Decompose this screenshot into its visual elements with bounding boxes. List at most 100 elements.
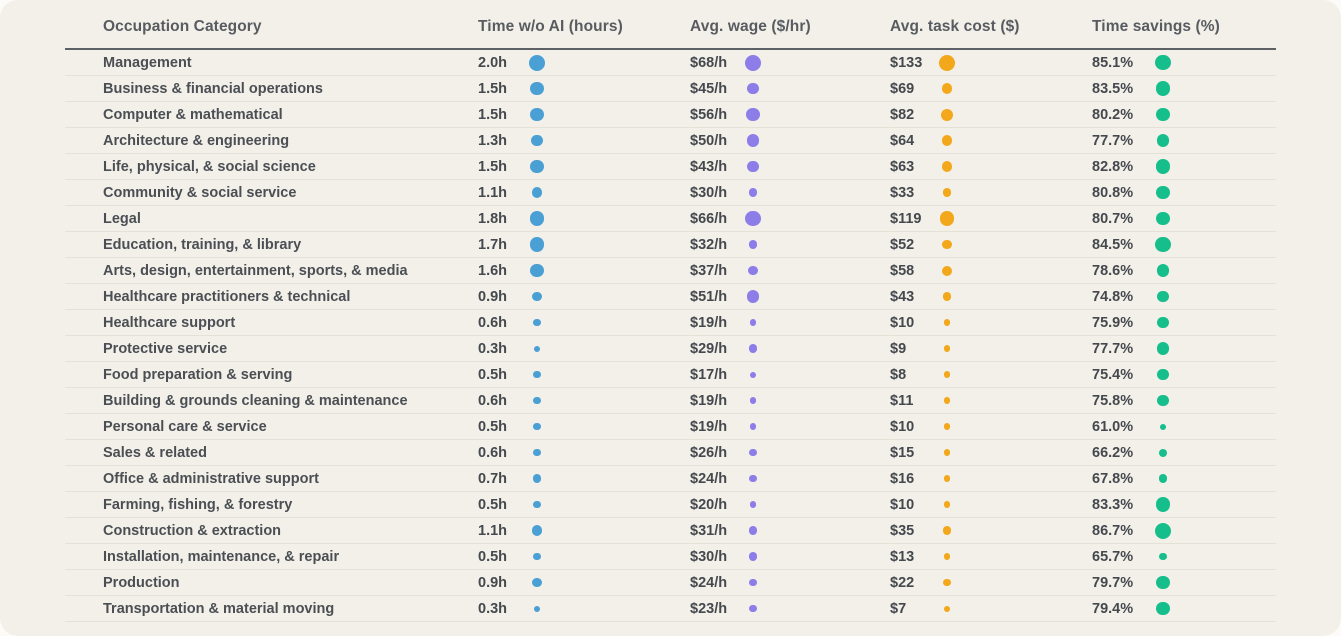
time-dot [533,500,541,509]
wage-dot [747,160,759,173]
time-value: 0.7h [478,470,508,487]
time-without-ai-cell: 0.5h [478,497,690,513]
cost-dot [941,161,953,172]
occupation-category-cell: Installation, maintenance, & repair [103,548,340,565]
task-cost-value: $16 [890,470,915,487]
avg-wage-cell: $30/h [690,549,890,565]
time-savings-cell: 77.7% [1092,341,1276,357]
occupation-category-cell: Computer & mathematical [103,106,283,123]
avg-task-cost-cell: $69 [890,81,1092,97]
wage-dot [748,240,758,249]
time-savings-cell: 86.7% [1092,522,1276,539]
occupation-category-cell: Personal care & service [103,418,267,435]
time-dot [531,525,543,536]
table-row: Sales & related 0.6h $26/h $15 66.2% [65,440,1276,466]
time-dot [530,159,544,174]
occupation-category-cell: Management [103,54,192,71]
avg-task-cost-cell: $58 [890,263,1092,279]
task-cost-value: $10 [890,314,915,331]
table-row: Life, physical, & social science 1.5h $4… [65,154,1276,180]
time-value: 1.1h [478,522,508,539]
wage-dot [748,265,758,276]
time-savings-cell: 83.5% [1092,81,1276,97]
time-value: 1.6h [478,262,508,279]
table-row: Protective service 0.3h $29/h $9 77.7% [65,336,1276,362]
table-row: Architecture & engineering 1.3h $50/h $6… [65,128,1276,154]
cost-dot [943,345,951,352]
savings-value: 77.7% [1092,132,1134,149]
time-without-ai-cell: 1.3h [478,133,690,149]
time-savings-cell: 84.5% [1092,237,1276,253]
wage-dot [749,423,757,430]
time-without-ai-cell: 0.5h [478,367,690,383]
wage-value: $68/h [690,54,728,71]
savings-value: 83.5% [1092,80,1134,97]
wage-value: $30/h [690,548,728,565]
time-without-ai-cell: 0.9h [478,575,690,591]
task-cost-value: $11 [890,392,914,409]
table-header-row: Occupation Category Time w/o AI (hours) … [65,0,1276,50]
savings-value: 79.4% [1092,600,1134,617]
table-row: Legal 1.8h $66/h $119 80.7% [65,206,1276,232]
task-cost-value: $52 [890,236,915,253]
table-row: Installation, maintenance, & repair 0.5h… [65,544,1276,570]
avg-wage-cell: $24/h [690,471,890,487]
wage-value: $19/h [690,314,728,331]
time-value: 0.5h [478,548,508,565]
savings-value: 65.7% [1092,548,1134,565]
task-cost-value: $33 [890,184,915,201]
table-row: Healthcare practitioners & technical 0.9… [65,284,1276,310]
savings-value: 67.8% [1092,470,1134,487]
occupation-category-cell: Transportation & material moving [103,600,335,617]
cost-dot [943,397,951,404]
time-without-ai-cell: 0.7h [478,471,690,487]
time-savings-cell: 79.4% [1092,601,1276,617]
wage-value: $30/h [690,184,728,201]
savings-value: 77.7% [1092,340,1134,357]
savings-value: 75.4% [1092,366,1134,383]
avg-wage-cell: $31/h [690,523,890,539]
time-value: 0.6h [478,392,508,409]
savings-dot [1157,394,1169,407]
avg-task-cost-cell: $13 [890,549,1092,565]
time-without-ai-cell: 1.5h [478,81,690,97]
time-value: 0.5h [478,418,508,435]
wage-dot [749,397,757,404]
time-without-ai-cell: 0.6h [478,393,690,409]
time-dot [530,81,544,96]
time-without-ai-cell: 1.1h [478,523,690,539]
table-row: Computer & mathematical 1.5h $56/h $82 8… [65,102,1276,128]
wage-dot [749,474,757,483]
occupation-category-cell: Farming, fishing, & forestry [103,496,293,513]
cost-dot [943,553,951,560]
avg-wage-cell: $68/h [690,54,890,71]
occupation-category-cell: Architecture & engineering [103,132,290,149]
cost-dot [942,239,952,250]
time-dot [529,54,545,71]
time-dot [529,237,545,252]
time-value: 0.5h [478,496,508,513]
wage-value: $31/h [690,522,728,539]
avg-task-cost-cell: $10 [890,497,1092,513]
wage-dot [748,188,758,197]
wage-value: $23/h [690,600,728,617]
avg-task-cost-cell: $63 [890,159,1092,175]
time-savings-cell: 80.2% [1092,107,1276,123]
time-value: 0.6h [478,444,508,461]
time-savings-cell: 79.7% [1092,575,1276,591]
avg-wage-cell: $51/h [690,289,890,305]
time-without-ai-cell: 0.3h [478,601,690,617]
time-dot [534,605,540,612]
time-without-ai-cell: 0.3h [478,341,690,357]
cost-dot [942,526,952,535]
wage-dot [749,578,757,587]
time-dot [531,187,543,198]
occupation-category-cell: Business & financial operations [103,80,323,97]
avg-wage-cell: $50/h [690,133,890,149]
avg-task-cost-cell: $64 [890,133,1092,149]
savings-value: 80.8% [1092,184,1134,201]
task-cost-value: $10 [890,496,915,513]
time-value: 1.5h [478,80,508,97]
avg-wage-cell: $32/h [690,237,890,253]
